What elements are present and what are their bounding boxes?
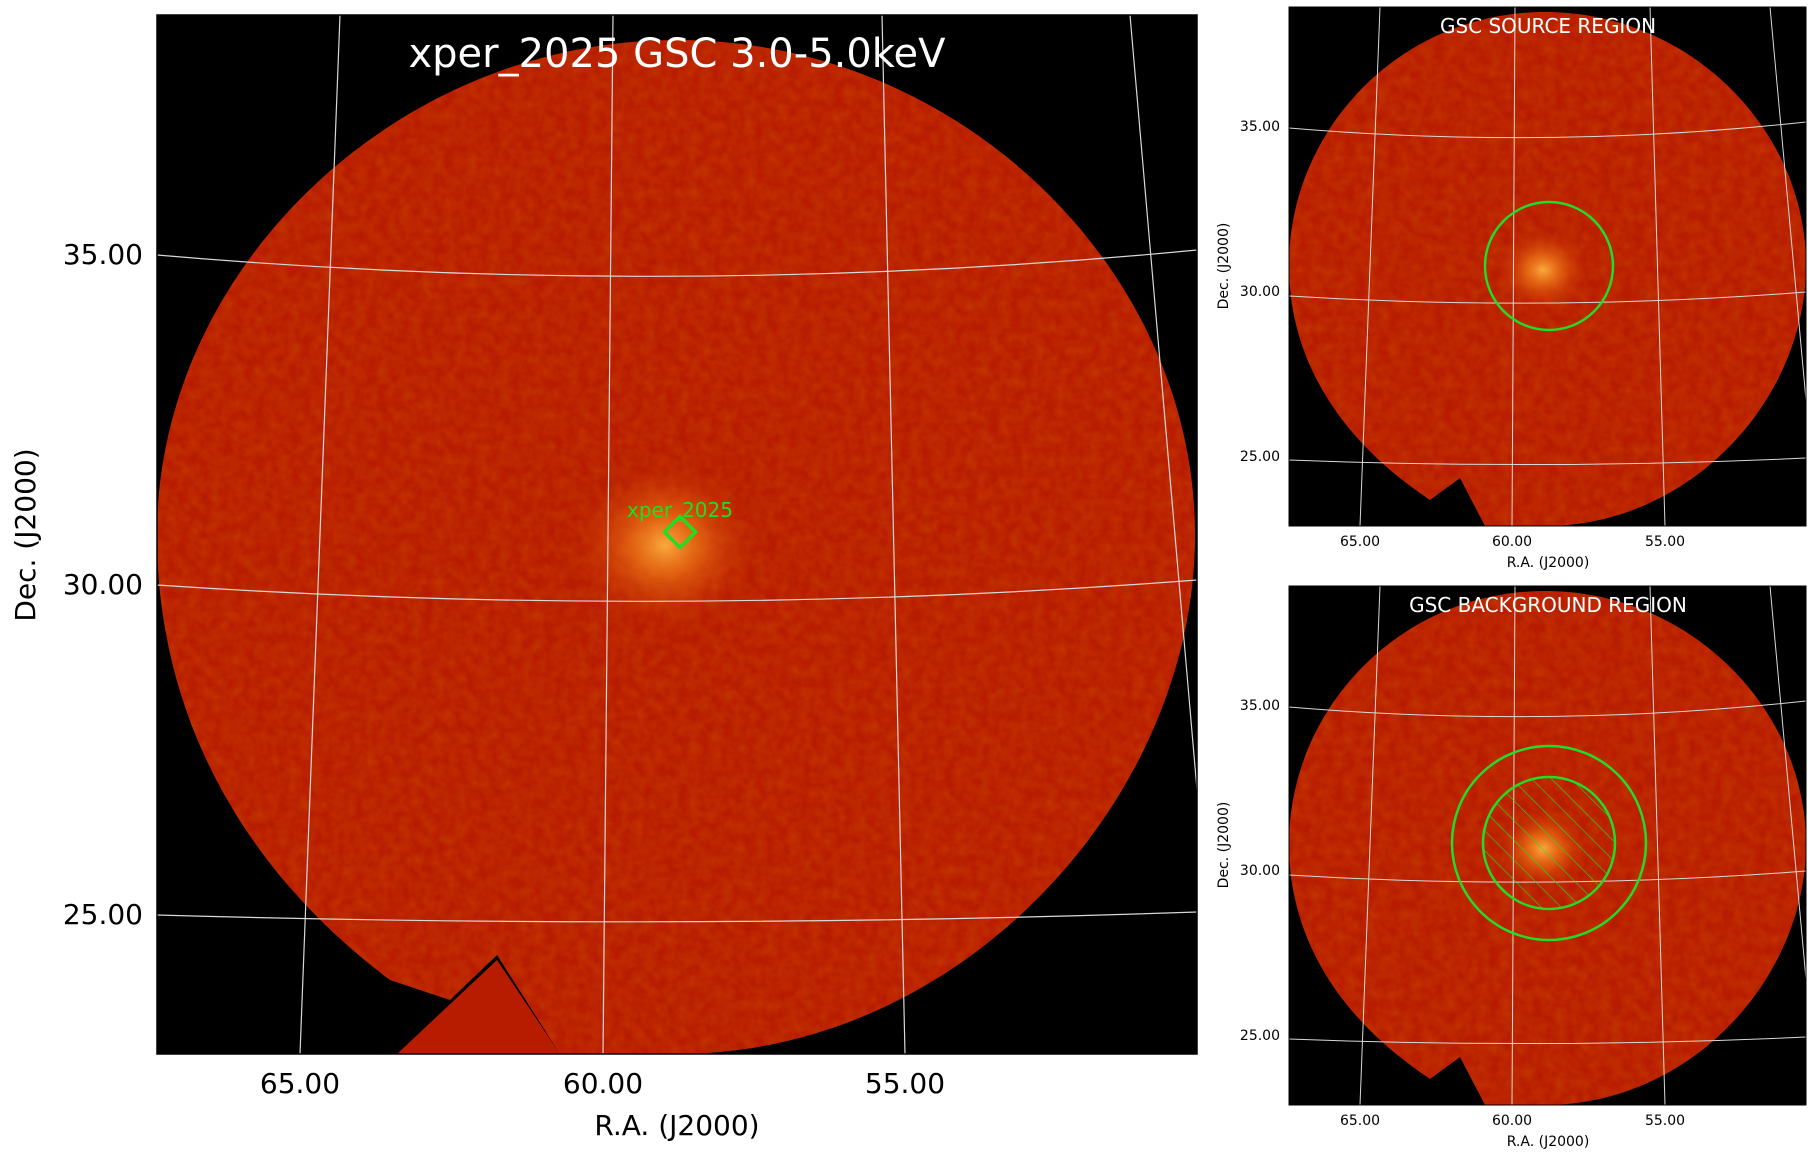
main-axes-frame	[156, 14, 1198, 1055]
main-y-axis-label: Dec. (J2000)	[9, 448, 42, 621]
source-axes-frame	[1288, 6, 1807, 527]
source-marker-diamond[interactable]	[661, 513, 699, 551]
source-panel-title: GSC SOURCE REGION	[1440, 14, 1656, 38]
source-coordinate-grid	[1289, 7, 1806, 526]
source-exclusion-hatch	[1483, 777, 1615, 909]
source-ra-tick-3: 55.00	[1645, 534, 1685, 550]
background-inner-circle[interactable]	[1481, 775, 1617, 911]
source-dec-tick-2: 30.00	[1240, 284, 1280, 300]
main-ra-tick-3: 55.00	[865, 1067, 945, 1100]
source-ra-tick-2: 60.00	[1492, 534, 1532, 550]
main-title: xper_2025 GSC 3.0-5.0keV	[408, 31, 946, 77]
background-ra-tick-2: 60.00	[1492, 1113, 1532, 1129]
background-x-axis-label: R.A. (J2000)	[1507, 1134, 1590, 1150]
main-coordinate-grid	[157, 15, 1197, 1054]
background-axes-frame	[1288, 585, 1807, 1106]
background-dec-tick-2: 30.00	[1240, 863, 1280, 879]
main-source-glow	[570, 460, 760, 630]
main-dec-tick-1: 35.00	[63, 238, 143, 271]
main-ra-tick-2: 60.00	[563, 1067, 643, 1100]
main-dec-tick-3: 25.00	[63, 898, 143, 931]
source-dec-tick-1: 35.00	[1240, 119, 1280, 135]
source-ra-tick-1: 65.00	[1340, 534, 1380, 550]
background-outer-circle[interactable]	[1450, 744, 1648, 942]
background-ra-tick-1: 65.00	[1340, 1113, 1380, 1129]
source-region-circle[interactable]	[1483, 200, 1615, 332]
background-dec-tick-3: 25.00	[1240, 1028, 1280, 1044]
main-x-axis-label: R.A. (J2000)	[594, 1109, 759, 1142]
source-dec-tick-3: 25.00	[1240, 449, 1280, 465]
background-dec-tick-1: 35.00	[1240, 698, 1280, 714]
source-region-panel: GSC SOURCE REGION 65.00 60.00 55.00 35.0…	[1216, 6, 1807, 571]
main-ra-tick-1: 65.00	[260, 1067, 340, 1100]
source-x-axis-label: R.A. (J2000)	[1507, 555, 1590, 571]
background-region-panel: GSC BACKGROUND REGION 65.00 60.00 55.00 …	[1216, 585, 1807, 1150]
source-marker-label: xper_2025	[627, 498, 733, 522]
background-panel-title: GSC BACKGROUND REGION	[1409, 593, 1687, 617]
source-y-axis-label: Dec. (J2000)	[1216, 223, 1232, 310]
source-panel-glow	[1495, 228, 1591, 312]
background-ra-tick-3: 55.00	[1645, 1113, 1685, 1129]
background-y-axis-label: Dec. (J2000)	[1216, 802, 1232, 889]
main-image-panel: xper_2025 xper_2025 GSC 3.0-5.0keV 65.00…	[9, 14, 1198, 1142]
main-dec-tick-2: 30.00	[63, 568, 143, 601]
